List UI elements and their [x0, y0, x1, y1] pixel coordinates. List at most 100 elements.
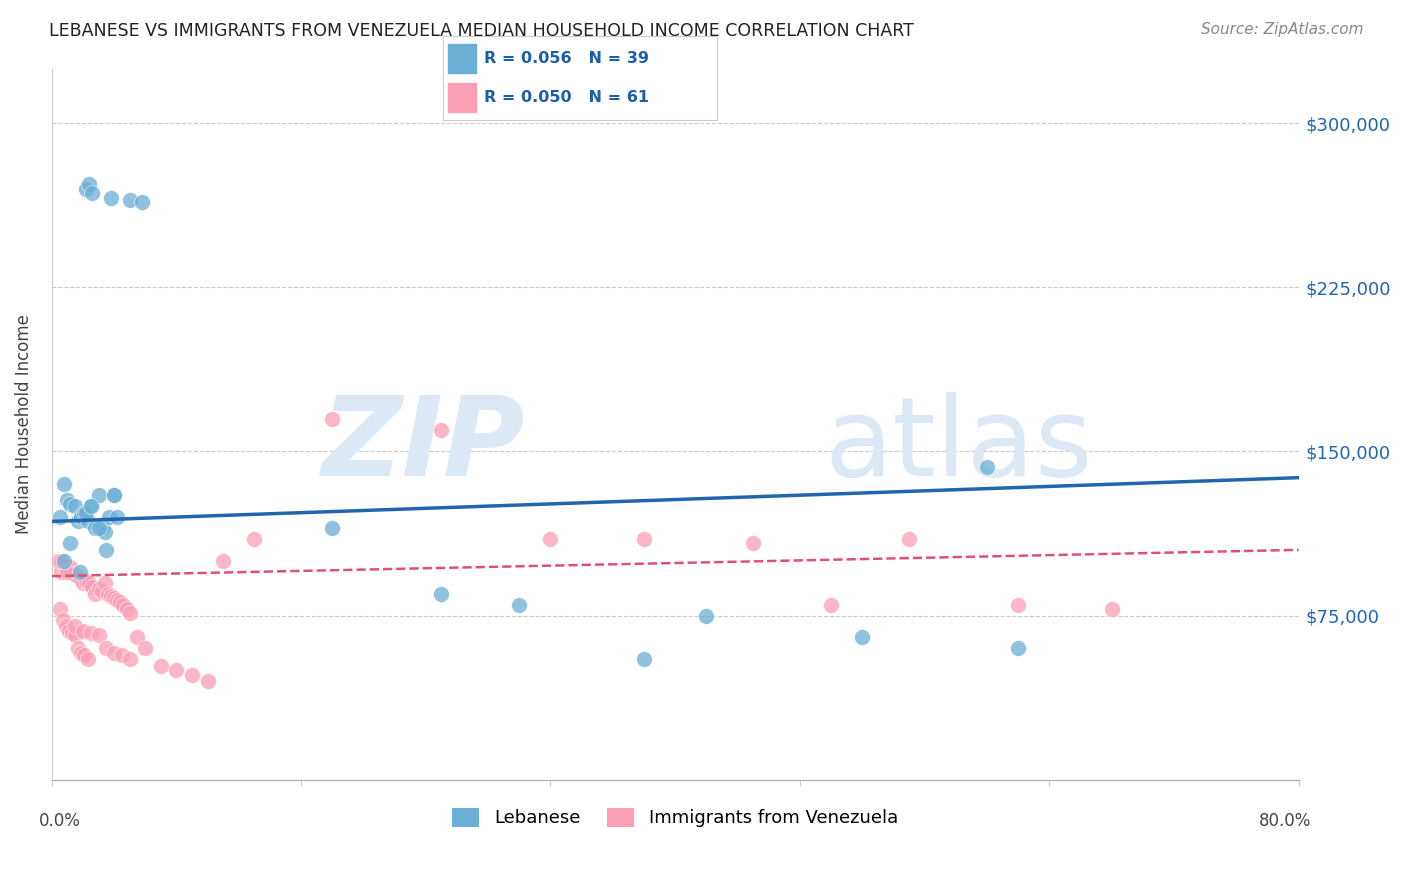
Point [72, 624, 94, 638]
Point [976, 459, 998, 474]
Point [100, 191, 122, 205]
Point [76, 652, 98, 666]
Point [90, 521, 112, 535]
Point [53, 477, 76, 491]
Point [72, 575, 94, 590]
Point [742, 536, 765, 550]
Point [430, 587, 453, 601]
Point [46, 554, 69, 568]
Point [540, 532, 562, 546]
Point [49, 565, 72, 579]
Point [1007, 598, 1029, 612]
Point [97, 587, 120, 601]
Point [84, 587, 107, 601]
Point [118, 652, 141, 666]
Point [820, 598, 842, 612]
Text: R = 0.056   N = 39: R = 0.056 N = 39 [484, 51, 650, 66]
Point [73, 506, 96, 520]
Point [75, 506, 97, 520]
Point [96, 542, 118, 557]
Legend: Lebanese, Immigrants from Venezuela: Lebanese, Immigrants from Venezuela [446, 801, 905, 835]
Point [67, 515, 90, 529]
Point [87, 521, 110, 535]
Point [63, 499, 86, 513]
Point [76, 515, 98, 529]
Point [96, 641, 118, 656]
Point [82, 186, 104, 201]
Point [59, 497, 82, 511]
Point [93, 525, 115, 540]
Point [897, 532, 920, 546]
Point [103, 646, 125, 660]
Point [165, 663, 187, 677]
Point [58, 624, 80, 638]
Y-axis label: Median Household Income: Median Household Income [15, 314, 32, 534]
Text: Source: ZipAtlas.com: Source: ZipAtlas.com [1201, 22, 1364, 37]
Point [851, 631, 873, 645]
Point [87, 582, 110, 597]
Point [77, 178, 100, 192]
Point [67, 641, 90, 656]
Point [93, 575, 115, 590]
Point [62, 566, 84, 581]
Point [100, 589, 122, 603]
Text: R = 0.050   N = 61: R = 0.050 N = 61 [484, 90, 650, 105]
Point [1007, 641, 1029, 656]
Point [134, 641, 156, 656]
Point [75, 182, 97, 196]
Text: 0.0%: 0.0% [39, 812, 82, 830]
Point [131, 194, 153, 209]
Point [55, 619, 77, 633]
Point [112, 598, 135, 612]
Point [111, 648, 134, 662]
Point [73, 648, 96, 662]
Point [633, 532, 655, 546]
Text: ZIP: ZIP [322, 392, 526, 499]
Point [84, 521, 107, 535]
Point [87, 628, 110, 642]
Point [82, 580, 104, 594]
Point [56, 563, 79, 577]
Point [48, 510, 70, 524]
Point [80, 626, 103, 640]
Point [59, 560, 82, 574]
Point [181, 667, 204, 681]
Point [52, 613, 75, 627]
Point [430, 423, 453, 437]
Point [87, 488, 110, 502]
Point [110, 595, 132, 609]
Point [70, 510, 93, 524]
Point [75, 574, 97, 588]
Point [56, 492, 79, 507]
Point [127, 631, 149, 645]
Point [118, 193, 141, 207]
Text: LEBANESE VS IMMIGRANTS FROM VENEZUELA MEDIAN HOUSEHOLD INCOME CORRELATION CHART: LEBANESE VS IMMIGRANTS FROM VENEZUELA ME… [49, 22, 914, 40]
Point [70, 646, 93, 660]
Point [56, 565, 79, 579]
Text: atlas: atlas [825, 392, 1094, 499]
Point [63, 628, 86, 642]
Point [63, 619, 86, 633]
Point [197, 674, 219, 689]
Point [105, 510, 128, 524]
Point [149, 658, 172, 673]
Point [59, 536, 82, 550]
Text: 80.0%: 80.0% [1258, 812, 1310, 830]
Point [115, 602, 138, 616]
Point [69, 571, 91, 585]
Point [103, 488, 125, 502]
Point [243, 532, 266, 546]
Point [60, 626, 83, 640]
Point [69, 565, 91, 579]
Point [80, 499, 103, 513]
Point [90, 584, 112, 599]
Point [633, 652, 655, 666]
Point [53, 554, 76, 568]
Point [508, 598, 530, 612]
Bar [449, 83, 475, 112]
Bar [449, 44, 475, 73]
Point [321, 521, 343, 535]
Point [53, 558, 76, 573]
Point [66, 569, 89, 583]
Point [118, 607, 141, 621]
